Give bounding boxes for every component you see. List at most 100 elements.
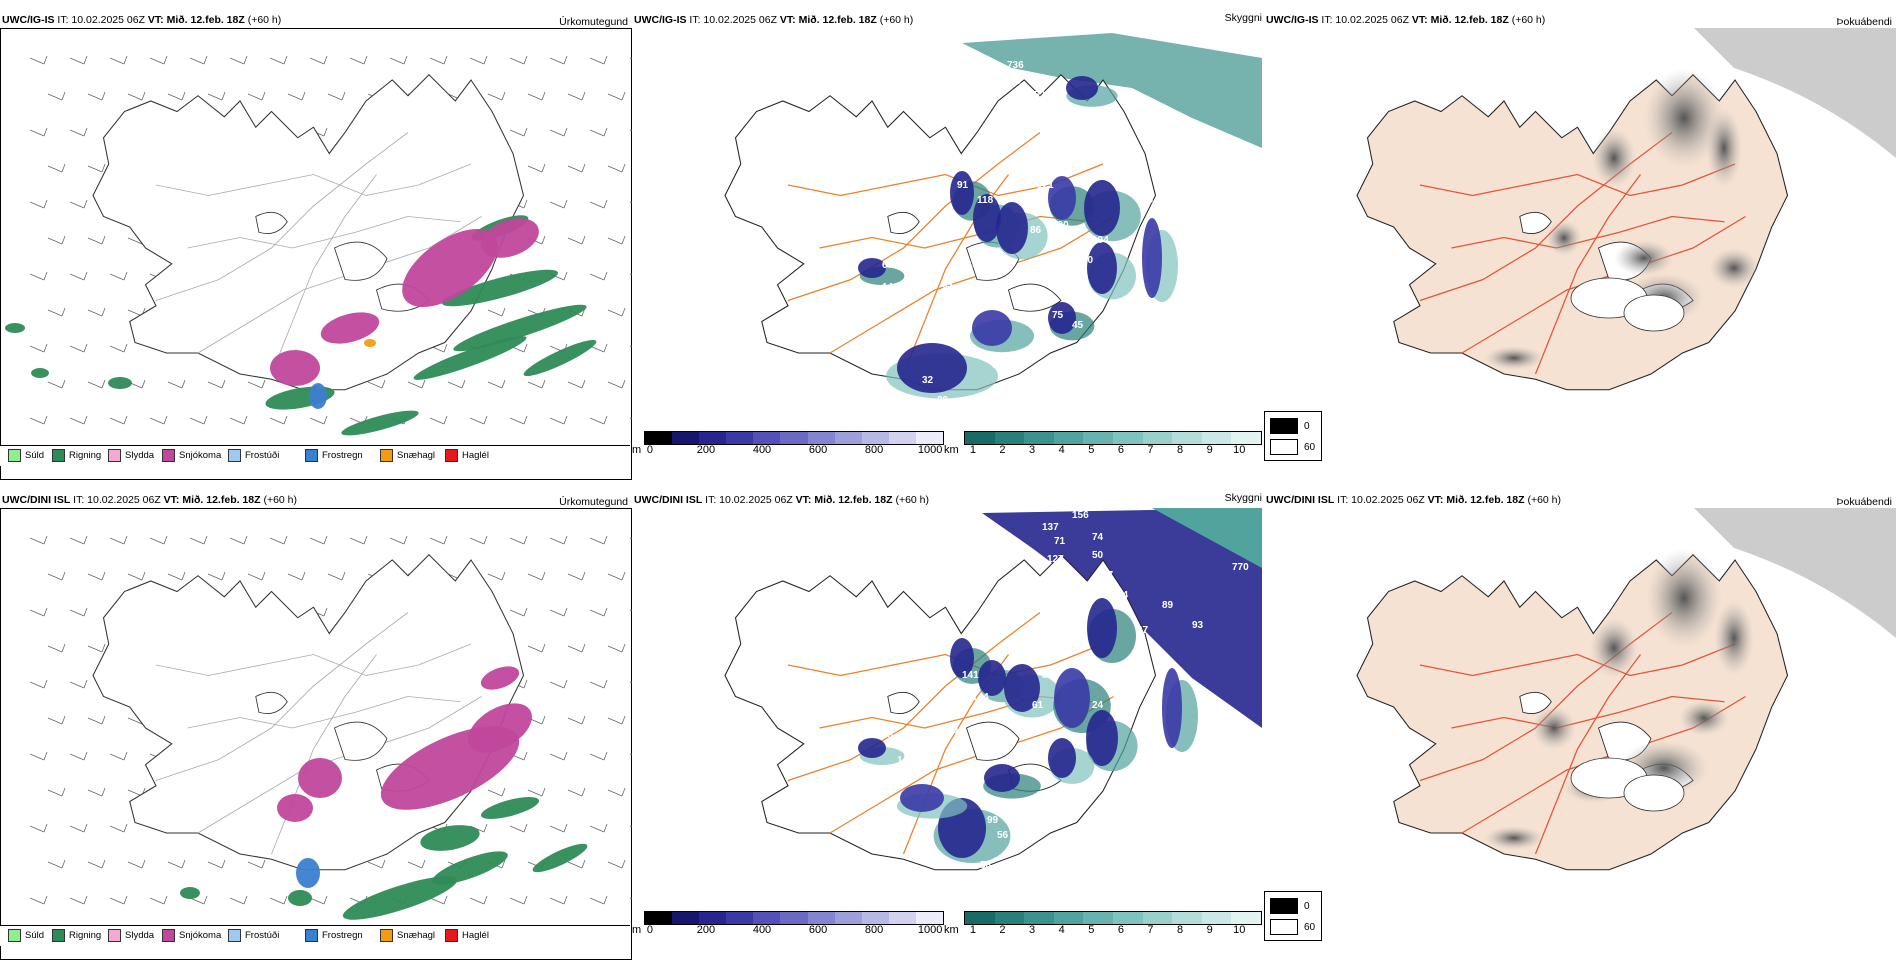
visibility-map: 736 69 70 52 89 30 91 118 121 98 86 790 104 10 34 5 75 45…	[724, 33, 1262, 416]
colorbar-tick: 9	[1206, 924, 1213, 936]
legend-swatch	[8, 449, 21, 462]
visibility-value-label: 93	[1192, 620, 1204, 631]
colorbar-tick: 9	[1206, 444, 1213, 456]
visibility-value-label: 63	[942, 280, 954, 291]
visibility-value-label: 127	[1047, 554, 1064, 565]
visibility-value-label: 27	[1052, 355, 1064, 366]
cloud-legend-item: 60	[1270, 439, 1315, 455]
visibility-value-label: 14	[897, 755, 909, 766]
visibility-value-label: 144	[972, 692, 989, 703]
visibility-value-label: 74	[1092, 532, 1104, 543]
colorbar-tick: 2	[999, 924, 1006, 936]
colorbar-tick: 5	[1088, 924, 1095, 936]
visibility-value-label: 98	[1034, 200, 1046, 211]
legend-item: Snæhagl	[380, 449, 435, 462]
colorbar-segment	[965, 432, 995, 444]
fog-map	[1356, 28, 1896, 391]
colorbar-segment	[1053, 912, 1084, 924]
visibility-unit: km	[944, 444, 959, 456]
visibility-colorbar: km 1 2 3 4 5 6 7 8 9 10	[944, 911, 1262, 951]
visibility-value-label: 5	[1067, 285, 1073, 296]
panel-title: Þokuábendi	[1836, 496, 1892, 508]
legend-item: Snjókoma	[162, 449, 221, 462]
visibility-value-label: 46	[897, 405, 909, 416]
legend-item: Slydda	[108, 449, 154, 462]
valid-label: VT:	[779, 14, 796, 26]
legend-label: Snjókoma	[179, 930, 222, 941]
visibility-value-label: 10	[947, 725, 959, 736]
visibility-value-label: 790	[1052, 220, 1069, 231]
visibility-value-label: 156	[1072, 510, 1089, 521]
valid-time: Mið. 12.feb. 18Z	[814, 494, 893, 506]
ceiling-unit: m	[632, 444, 642, 456]
panel-title: Skyggni	[1224, 492, 1262, 504]
colorbar-segment	[1201, 912, 1232, 924]
visibility-value-label: 50	[992, 360, 1004, 371]
legend-swatch	[228, 929, 241, 942]
valid-label: VT:	[1427, 494, 1444, 506]
colorbar-segment	[1142, 432, 1173, 444]
valid-time: Mið. 12.feb. 18Z	[1446, 494, 1525, 506]
colorbar-segment	[807, 432, 835, 444]
ceiling-colorbar: m 0 200 400 600 800 1000	[632, 911, 944, 951]
colorbar-segment	[780, 912, 808, 924]
visibility-value-label: 104	[1092, 235, 1109, 246]
colorbar-tick: 1	[969, 444, 976, 456]
visibility-value-label: 10	[1082, 255, 1094, 266]
colorbar-tick: 0	[646, 924, 654, 936]
visibility-value-label: 46	[940, 870, 952, 881]
valid-label: VT:	[163, 494, 180, 506]
legend-swatch	[445, 929, 458, 942]
row1-precip-panel: UWC/IG-IS IT: 10.02.2025 06Z VT: Mið. 12…	[0, 13, 632, 483]
colorbar-segment	[726, 912, 754, 924]
init-time: IT: 10.02.2025 06Z	[73, 494, 161, 506]
legend-label: Súld	[25, 450, 45, 461]
legend-swatch	[305, 449, 318, 462]
legend-item: Rigning	[52, 449, 101, 462]
lead-time: (+60 h)	[879, 14, 914, 26]
visibility-value-label: 32	[922, 375, 934, 386]
colorbar-tick: 1000	[917, 444, 943, 456]
legend-swatch	[52, 929, 65, 942]
panel-title: Þokuábendi	[1836, 16, 1892, 28]
visibility-value-label: 89	[1052, 112, 1064, 123]
visibility-value-label: 67	[1137, 625, 1149, 636]
visibility-value-label: 30	[1027, 120, 1039, 131]
colorbar-segment	[1024, 912, 1054, 924]
panel-title: Úrkomutegund	[559, 16, 628, 28]
visibility-value-label: 52	[1034, 90, 1046, 101]
colorbar-segment	[672, 912, 700, 924]
legend-swatch	[52, 449, 65, 462]
visibility-value-label: 121	[1037, 180, 1054, 191]
lead-time: (+60 h)	[1527, 494, 1562, 506]
visibility-value-label: 770	[1232, 562, 1249, 573]
row2-vis-header: UWC/DINI ISL IT: 10.02.2025 06Z VT: Mið.…	[634, 493, 929, 507]
colorbar-tick: 800	[864, 444, 884, 456]
legend-label: Snjókoma	[179, 450, 222, 461]
cloud-legend-swatch	[1270, 418, 1298, 434]
colorbar-tick: 0	[646, 444, 654, 456]
legend-swatch	[445, 449, 458, 462]
visibility-value-label: 34	[1077, 275, 1089, 286]
legend-item: Súld	[8, 929, 44, 942]
panel-title: Skyggni	[1224, 12, 1262, 24]
lead-time: (+60 h)	[1511, 14, 1546, 26]
row1-precip-header: UWC/IG-IS IT: 10.02.2025 06Z VT: Mið. 12…	[2, 13, 281, 27]
visibility-value-label: 67	[882, 260, 894, 271]
cloud-legend-item: 60	[1270, 919, 1315, 935]
precip-legend: Súld Rigning Slydda Snjókoma Frostúði Frostre…	[0, 925, 630, 946]
row2-visibility-panel: UWC/DINI ISL IT: 10.02.2025 06Z VT: Mið.…	[632, 492, 1264, 963]
visibility-value-label: 98	[1142, 195, 1154, 206]
colorbar-tick: 4	[1058, 924, 1065, 936]
panel-title: Úrkomutegund	[559, 496, 628, 508]
visibility-value-label: 63	[1107, 780, 1119, 791]
visibility-value-label: 89	[1162, 600, 1174, 611]
init-time: IT: 10.02.2025 06Z	[689, 14, 777, 26]
colorbar-segment	[994, 912, 1025, 924]
colorbar-segment	[726, 432, 754, 444]
colorbar-tick: 7	[1147, 924, 1154, 936]
init-time: IT: 10.02.2025 06Z	[1321, 14, 1409, 26]
legend-swatch	[162, 449, 175, 462]
row2-fog-header: UWC/DINI ISL IT: 10.02.2025 06Z VT: Mið.…	[1266, 493, 1561, 507]
